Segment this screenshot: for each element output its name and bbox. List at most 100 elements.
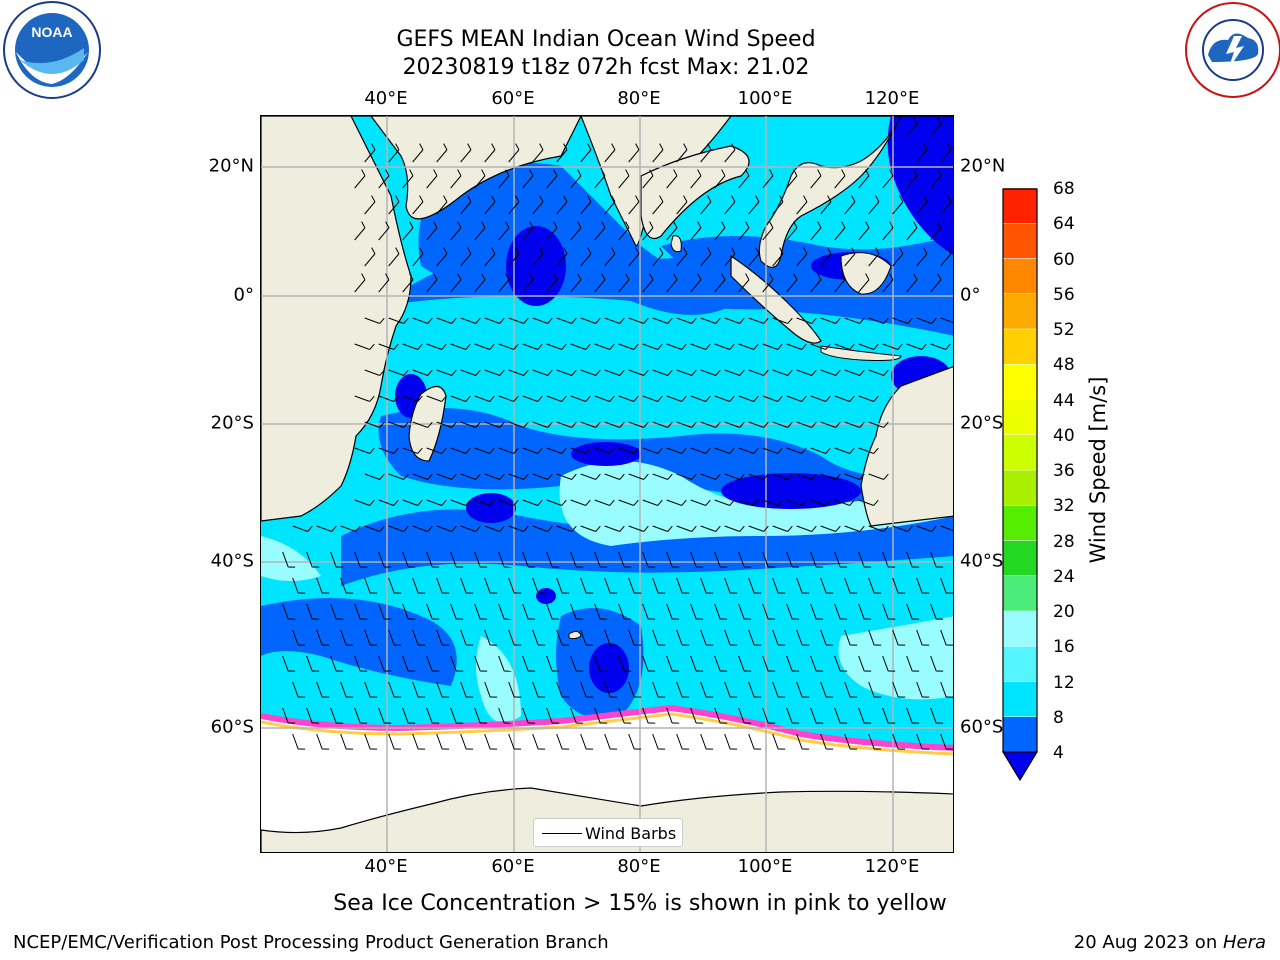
wind-barb bbox=[388, 149, 400, 163]
colorbar-tick: 36 bbox=[1053, 461, 1075, 481]
wind-barb bbox=[724, 577, 731, 594]
wind-barb bbox=[546, 395, 562, 402]
wind-barb-flag bbox=[937, 117, 942, 124]
wind-barb-flag bbox=[403, 525, 409, 532]
wind-barb-flag bbox=[395, 195, 400, 202]
wind-barb-flag bbox=[633, 343, 639, 350]
wind-barb-flag bbox=[443, 195, 448, 202]
wind-barb bbox=[916, 525, 932, 532]
wind-barb-flag bbox=[753, 499, 759, 506]
land-sri-lanka bbox=[670, 235, 682, 253]
wind-barb-flag bbox=[379, 525, 385, 532]
wind-barb-flag bbox=[601, 169, 606, 176]
wind-barb bbox=[474, 499, 490, 506]
colorbar-band bbox=[1002, 575, 1038, 612]
wind-barb-flag bbox=[457, 221, 462, 228]
lon-tick-bottom: 60°E bbox=[491, 856, 535, 877]
wind-barb bbox=[354, 603, 361, 620]
land-java bbox=[820, 345, 902, 361]
wind-barb-flag bbox=[475, 421, 481, 428]
wind-barb bbox=[412, 473, 428, 480]
wind-barb bbox=[652, 201, 664, 215]
lat-tick-right: 60°S bbox=[960, 716, 1004, 738]
wind-barb bbox=[498, 279, 510, 293]
wind-barb bbox=[738, 175, 750, 189]
wind-barb-flag bbox=[499, 369, 505, 376]
wind-barb bbox=[364, 473, 380, 480]
wind-barb bbox=[786, 175, 798, 189]
wind-barb-flag bbox=[523, 369, 529, 376]
wind-barb-flag bbox=[945, 343, 951, 350]
wind-barb bbox=[570, 551, 577, 568]
wind-barb bbox=[666, 655, 673, 672]
wind-barb bbox=[906, 603, 913, 620]
wind-barb bbox=[460, 421, 476, 428]
wind-barb-flag bbox=[441, 499, 447, 506]
wind-barb-flag bbox=[801, 447, 807, 454]
wind-barb bbox=[604, 149, 616, 163]
wind-barb-flag bbox=[491, 143, 496, 150]
colorbar-band bbox=[1002, 610, 1038, 647]
wind-barb bbox=[844, 369, 860, 376]
wind-barb-flag bbox=[523, 525, 529, 532]
wind-barb-flag bbox=[835, 473, 841, 480]
colorbar-band bbox=[1002, 681, 1038, 717]
wind-barb bbox=[330, 551, 337, 568]
wind-barb bbox=[306, 551, 313, 568]
wind-barb bbox=[930, 603, 937, 620]
wind-barb-flag bbox=[659, 195, 664, 202]
wind-barb bbox=[844, 733, 851, 750]
wind-barb-flag bbox=[465, 499, 471, 506]
wind-barb bbox=[474, 447, 490, 454]
wind-barb bbox=[522, 603, 529, 620]
wind-barb-flag bbox=[873, 499, 879, 506]
wind-barb bbox=[738, 395, 754, 402]
wind-barb bbox=[282, 551, 289, 568]
wind-barb bbox=[340, 681, 347, 698]
wind-barb bbox=[690, 499, 706, 506]
wind-barb bbox=[364, 317, 380, 324]
wind-barb-flag bbox=[489, 395, 495, 402]
wind-barb-flag bbox=[587, 195, 592, 202]
wind-barb bbox=[532, 577, 539, 594]
wind-barb-flag bbox=[739, 317, 745, 324]
wind-barb-flag bbox=[907, 525, 913, 532]
wind-barb bbox=[676, 629, 683, 646]
wind-barb bbox=[642, 655, 649, 672]
wind-barb bbox=[772, 201, 784, 215]
wind-barb-flag bbox=[417, 395, 423, 402]
wind-barb-flag bbox=[609, 499, 615, 506]
wind-barb bbox=[700, 525, 716, 532]
wind-barb bbox=[436, 577, 443, 594]
wind-barb-flag bbox=[395, 247, 400, 254]
colorbar-band bbox=[1002, 364, 1038, 400]
wind-barb bbox=[402, 395, 418, 402]
colorbar-tick: 32 bbox=[1053, 496, 1075, 517]
wind-barb bbox=[364, 681, 371, 698]
wind-barb bbox=[436, 201, 448, 215]
wind-barb-flag bbox=[563, 195, 568, 202]
map-legend: Wind Barbs bbox=[533, 818, 683, 847]
wind-barb bbox=[930, 551, 937, 568]
wind-barb-flag bbox=[697, 169, 702, 176]
wind-barb-flag bbox=[811, 369, 817, 376]
wind-barb-flag bbox=[849, 343, 855, 350]
wind-barb bbox=[412, 681, 419, 698]
wind-barb-flag bbox=[385, 221, 390, 228]
wind-barb-flag bbox=[947, 195, 952, 202]
wind-barb bbox=[858, 279, 870, 293]
wind-barb bbox=[844, 629, 851, 646]
wind-barb bbox=[618, 499, 634, 506]
wind-barb-flag bbox=[729, 447, 735, 454]
wind-barb-flag bbox=[683, 247, 688, 254]
wind-barb-flag bbox=[777, 499, 783, 506]
wind-barb-flag bbox=[475, 369, 481, 376]
wind-barb-flag bbox=[649, 169, 654, 176]
wind-barb-flag bbox=[793, 273, 798, 280]
wind-barb bbox=[724, 525, 740, 532]
wind-barb bbox=[436, 525, 452, 532]
wind-barb bbox=[450, 707, 457, 724]
wind-barb-flag bbox=[883, 317, 889, 324]
wind-barb bbox=[796, 577, 803, 594]
wind-barb bbox=[508, 253, 520, 267]
